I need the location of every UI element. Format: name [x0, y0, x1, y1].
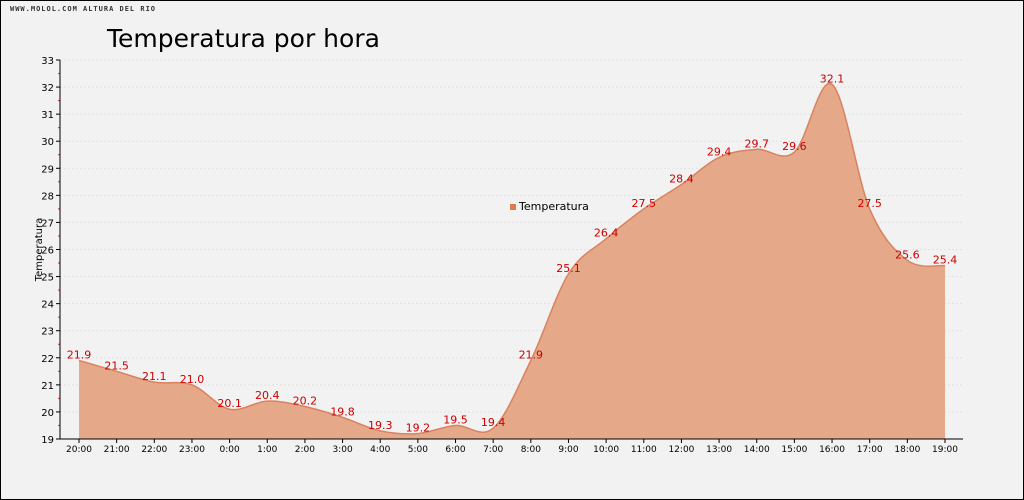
data-label: 25.4 — [933, 254, 958, 267]
x-tick-label: 7:00 — [483, 445, 503, 455]
watermark: WWW.MOLOL.COM ALTURA DEL RIO — [10, 5, 157, 13]
data-label: 21.9 — [67, 348, 92, 361]
x-tick-label: 23:00 — [179, 445, 205, 455]
data-label: 20.2 — [293, 395, 318, 408]
y-tick-label: 27 — [41, 218, 54, 229]
data-label: 21.1 — [142, 370, 167, 383]
x-tick-label: 9:00 — [558, 445, 578, 455]
x-tick-label: 17:00 — [857, 445, 883, 455]
x-tick-label: 22:00 — [141, 445, 167, 455]
series-line-temperatura — [78, 82, 946, 435]
data-label: 19.4 — [481, 416, 506, 429]
y-tick-label: 31 — [41, 110, 54, 121]
data-label: 19.8 — [330, 405, 355, 418]
x-tick-label: 13:00 — [706, 445, 732, 455]
series-area-temperatura — [79, 83, 945, 439]
data-label: 27.5 — [632, 197, 657, 210]
y-tick-label: 30 — [41, 137, 54, 148]
data-label: 28.4 — [669, 173, 694, 186]
data-label: 25.1 — [556, 262, 581, 275]
x-tick-label: 10:00 — [593, 445, 619, 455]
x-tick-label: 18:00 — [894, 445, 920, 455]
y-tick-label: 22 — [41, 354, 54, 365]
data-label: 32.1 — [820, 72, 845, 85]
y-tick-label: 28 — [41, 191, 54, 202]
y-tick-label: 23 — [41, 327, 54, 338]
data-label: 29.4 — [707, 145, 732, 158]
y-tick-label: 19 — [41, 435, 54, 446]
x-tick-label: 4:00 — [370, 445, 390, 455]
data-label: 21.9 — [519, 348, 544, 361]
y-tick-label: 25 — [41, 273, 54, 284]
x-tick-label: 8:00 — [521, 445, 541, 455]
x-tick-label: 5:00 — [408, 445, 428, 455]
legend-label: Temperatura — [518, 200, 589, 213]
x-tick-label: 1:00 — [257, 445, 277, 455]
x-tick-label: 0:00 — [219, 445, 239, 455]
x-tick-label: 16:00 — [819, 445, 845, 455]
y-tick-label: 20 — [41, 408, 54, 419]
data-label: 19.2 — [406, 422, 431, 435]
x-tick-label: 3:00 — [332, 445, 352, 455]
y-tick-label: 29 — [41, 164, 54, 175]
x-tick-label: 15:00 — [781, 445, 807, 455]
legend-swatch — [510, 204, 516, 210]
x-tick-label: 12:00 — [668, 445, 694, 455]
x-tick-label: 14:00 — [744, 445, 770, 455]
y-tick-label: 33 — [41, 56, 54, 67]
data-label: 21.5 — [104, 359, 129, 372]
data-label: 29.6 — [782, 140, 807, 153]
y-axis-label: Temperatura — [34, 218, 45, 283]
x-tick-label: 2:00 — [295, 445, 315, 455]
data-label: 27.5 — [857, 197, 882, 210]
x-tick-label: 11:00 — [631, 445, 657, 455]
data-label: 20.1 — [217, 397, 242, 410]
chart-title: Temperatura por hora — [107, 24, 380, 53]
data-label: 20.4 — [255, 389, 280, 402]
data-label: 21.0 — [180, 373, 205, 386]
y-tick-label: 26 — [41, 246, 54, 257]
data-label: 19.5 — [443, 413, 468, 426]
x-tick-label: 6:00 — [445, 445, 465, 455]
y-tick-label: 32 — [41, 83, 54, 94]
y-tick-label: 21 — [41, 381, 54, 392]
data-label: 19.3 — [368, 419, 393, 432]
x-tick-label: 19:00 — [932, 445, 958, 455]
data-label: 29.7 — [744, 137, 769, 150]
x-tick-label: 20:00 — [66, 445, 92, 455]
data-label: 26.4 — [594, 227, 619, 240]
y-tick-label: 24 — [41, 300, 54, 311]
data-label: 25.6 — [895, 248, 920, 261]
x-tick-label: 21:00 — [104, 445, 130, 455]
